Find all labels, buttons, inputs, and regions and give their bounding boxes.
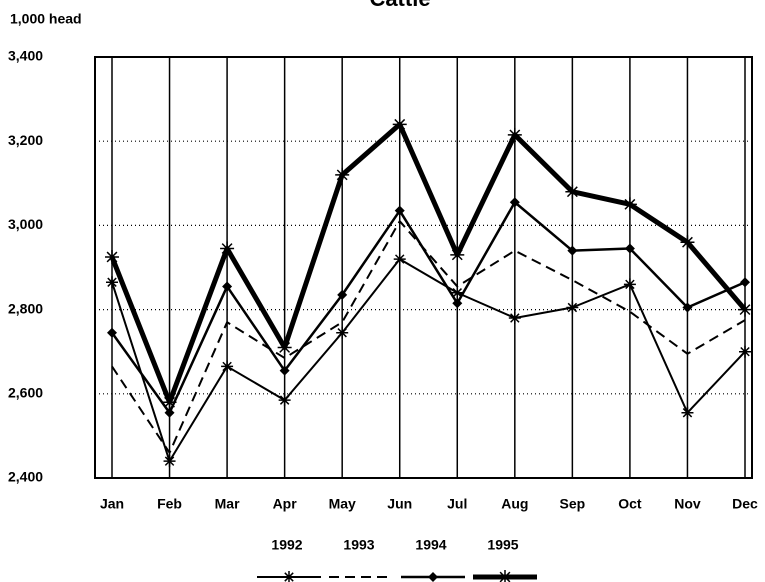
x-tick-label: Sep — [560, 496, 586, 512]
x-tick-label: Jul — [447, 496, 467, 512]
diamond-marker — [394, 205, 405, 216]
star-marker — [738, 302, 752, 317]
x-tick-label: Nov — [674, 496, 701, 512]
diamond-marker — [682, 302, 693, 313]
plot-frame — [94, 56, 753, 479]
series-line — [110, 200, 746, 414]
legend-label: 1992 — [271, 537, 302, 553]
star-marker — [283, 571, 295, 582]
star-marker — [680, 235, 695, 250]
y-tick-label: 3,000 — [8, 216, 43, 232]
x-tick-label: Mar — [215, 496, 240, 512]
star-marker — [221, 360, 234, 373]
star-marker — [739, 345, 751, 358]
x-tick-label: Aug — [501, 496, 528, 512]
legend-label: 1995 — [487, 537, 518, 553]
x-tick-label: Feb — [157, 496, 182, 512]
diamond-marker — [740, 277, 750, 288]
diamond-marker — [428, 572, 438, 582]
diamond-marker — [452, 298, 463, 309]
star-marker — [623, 278, 636, 291]
x-tick-label: Jun — [387, 496, 412, 512]
star-marker — [278, 394, 291, 407]
x-tick-label: May — [329, 496, 356, 512]
star-marker — [508, 312, 521, 325]
star-marker — [336, 326, 349, 339]
x-tick-label: Dec — [732, 496, 758, 512]
star-marker — [163, 455, 176, 468]
star-marker — [335, 167, 350, 182]
legend-label: 1994 — [415, 537, 446, 553]
y-tick-label: 2,800 — [8, 300, 43, 316]
x-tick-label: Jan — [100, 496, 124, 512]
star-marker — [622, 197, 637, 212]
diamond-marker — [337, 289, 348, 300]
star-marker — [277, 340, 292, 355]
star-marker — [451, 286, 464, 299]
diamond-marker — [624, 243, 635, 254]
y-tick-label: 2,600 — [8, 385, 43, 401]
star-marker — [507, 127, 522, 142]
star-marker — [220, 241, 235, 256]
y-axis-label: 1,000 head — [10, 11, 82, 27]
diamond-marker — [107, 327, 117, 338]
star-marker — [498, 570, 512, 582]
diamond-marker — [509, 197, 520, 208]
legend-label: 1993 — [343, 537, 374, 553]
star-marker — [681, 406, 694, 419]
star-marker — [450, 247, 465, 262]
x-tick-label: Oct — [618, 496, 642, 512]
star-marker — [393, 253, 406, 266]
series-line — [109, 121, 747, 405]
x-tick-label: Apr — [273, 496, 298, 512]
star-marker — [565, 184, 580, 199]
series-line — [111, 258, 746, 463]
y-tick-label: 2,400 — [8, 469, 43, 485]
star-marker — [392, 117, 407, 132]
y-tick-label: 3,200 — [8, 132, 43, 148]
chart-title: Cattle — [369, 0, 430, 11]
diamond-marker — [279, 365, 290, 376]
y-tick-label: 3,400 — [8, 48, 43, 64]
diamond-marker — [222, 281, 233, 292]
diamond-marker — [567, 245, 578, 256]
star-marker — [162, 395, 177, 410]
star-marker — [105, 249, 119, 264]
diamond-marker — [164, 407, 175, 418]
star-marker — [566, 301, 579, 314]
star-marker — [106, 276, 118, 289]
